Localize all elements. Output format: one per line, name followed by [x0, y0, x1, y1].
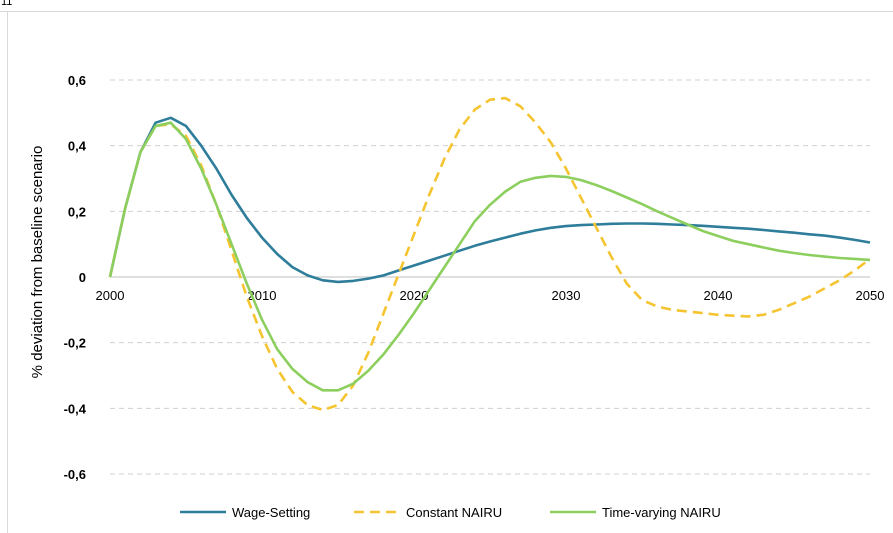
y-tick-label: -0,2: [64, 336, 86, 351]
x-tick-label: 2030: [552, 288, 581, 303]
grid-layer: [110, 79, 870, 475]
legend: Wage-Setting Constant NAIRU Time-varying N…: [180, 505, 721, 520]
legend-label: Wage-Setting: [232, 505, 310, 520]
x-tick-label: 2000: [96, 288, 125, 303]
series-line-time-varying-nairu: [108, 121, 871, 392]
y-tick-label: 0,6: [68, 73, 86, 88]
y-tick-label: 0: [79, 270, 86, 285]
frame-left-border: [7, 12, 8, 533]
x-tick-label: 2040: [704, 288, 733, 303]
series-line-constant-nairu: [108, 96, 871, 412]
y-axis-label: % deviation from baseline scenario: [29, 146, 46, 379]
series-line-wage-setting: [108, 116, 871, 284]
y-tick-label: 0,2: [68, 204, 86, 219]
x-tick-label: 2050: [856, 288, 885, 303]
frame-top-border: [0, 11, 893, 12]
legend-label: Constant NAIRU: [406, 505, 502, 520]
legend-label: Time-varying NAIRU: [602, 505, 721, 520]
y-tick-label: -0,4: [64, 401, 87, 416]
y-tick-label: -0,6: [64, 467, 86, 482]
series-layer: [108, 96, 871, 412]
corner-mark: 11: [1, 0, 13, 8]
x-tick-label: 2020: [400, 288, 429, 303]
y-tick-label: 0,4: [68, 139, 87, 154]
